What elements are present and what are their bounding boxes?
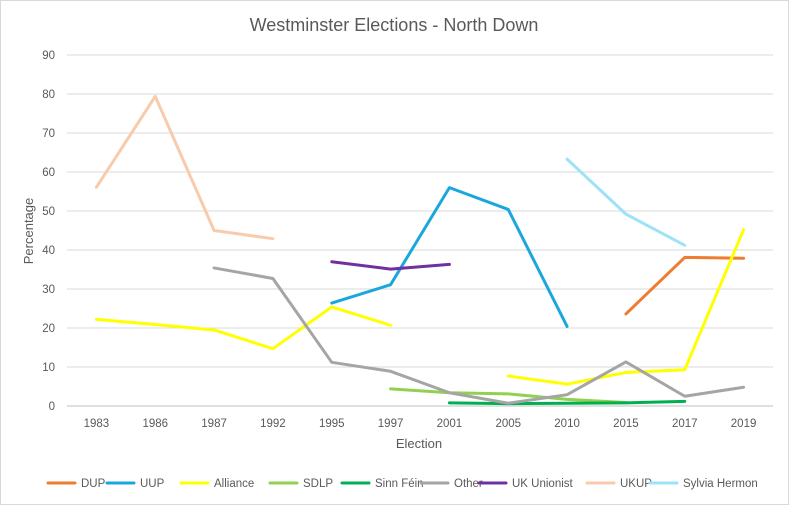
y-tick-label: 90	[42, 50, 55, 62]
y-tick-label: 70	[42, 128, 55, 140]
legend-label: Alliance	[214, 478, 254, 490]
series-line-segment	[94, 305, 393, 351]
series-other	[212, 266, 746, 405]
x-tick-label: 1997	[378, 418, 404, 430]
series-uk-unionist	[330, 260, 451, 271]
legend-label: DUP	[81, 478, 106, 490]
series-line-segment	[330, 186, 569, 328]
x-axis-label: Election	[396, 436, 442, 451]
series-line-segment	[624, 255, 746, 316]
x-tick-label: 1992	[260, 418, 286, 430]
y-tick-label: 60	[42, 167, 55, 179]
series-sylvia-hermon	[565, 157, 687, 247]
y-tick-label: 30	[42, 284, 55, 296]
legend-label: Sinn Féin	[375, 478, 424, 490]
series-line-segment	[565, 157, 687, 247]
y-tick-label: 0	[49, 401, 55, 413]
series-ukup	[94, 94, 275, 241]
series-line-segment	[447, 399, 687, 406]
x-tick-label: 2005	[495, 418, 521, 430]
series-line-segment	[94, 94, 275, 241]
legend-label: SDLP	[303, 478, 333, 490]
legend-label: Other	[454, 478, 483, 490]
x-tick-label: 2015	[613, 418, 639, 430]
y-tick-label: 40	[42, 245, 55, 257]
legend-label: UKUP	[620, 478, 652, 490]
chart-title: Westminster Elections - North Down	[250, 15, 539, 35]
series-sinn-f-in	[447, 399, 687, 406]
y-axis-label: Percentage	[21, 198, 36, 265]
x-tick-labels: 1983 1986 1987 1992 1995 1997 2001 2005 2010 2015…	[84, 418, 757, 430]
legend-label: UK Unionist	[512, 478, 574, 490]
series-line-segment	[506, 228, 746, 386]
legend-label: Sylvia Hermon	[683, 478, 758, 490]
x-tick-label: 2010	[554, 418, 580, 430]
series-line-segment	[330, 260, 451, 271]
series-sdlp	[389, 387, 628, 404]
x-tick-label: 2001	[437, 418, 463, 430]
y-tick-label: 50	[42, 206, 55, 218]
x-tick-label: 1986	[142, 418, 168, 430]
series-dup	[624, 255, 746, 316]
y-tick-label: 80	[42, 89, 55, 101]
series-line-segment	[389, 387, 628, 404]
x-tick-label: 2017	[672, 418, 698, 430]
series-alliance	[94, 228, 746, 386]
x-tick-label: 1987	[201, 418, 227, 430]
x-tick-label: 1983	[84, 418, 110, 430]
series-uup	[330, 186, 569, 328]
gridlines	[67, 54, 773, 407]
legend-label: UUP	[140, 478, 165, 490]
series-lines	[94, 94, 746, 406]
y-tick-label: 10	[42, 362, 55, 374]
y-tick-labels: 0 10 20 30 40 50 60 70 80 90	[42, 50, 55, 413]
x-tick-label: 2019	[731, 418, 757, 430]
x-tick-label: 1995	[319, 418, 345, 430]
legend: DUP UUP Alliance SDLP Sinn Féin Other UK Union…	[46, 478, 758, 490]
series-line-segment	[212, 266, 746, 405]
y-tick-label: 20	[42, 323, 55, 335]
